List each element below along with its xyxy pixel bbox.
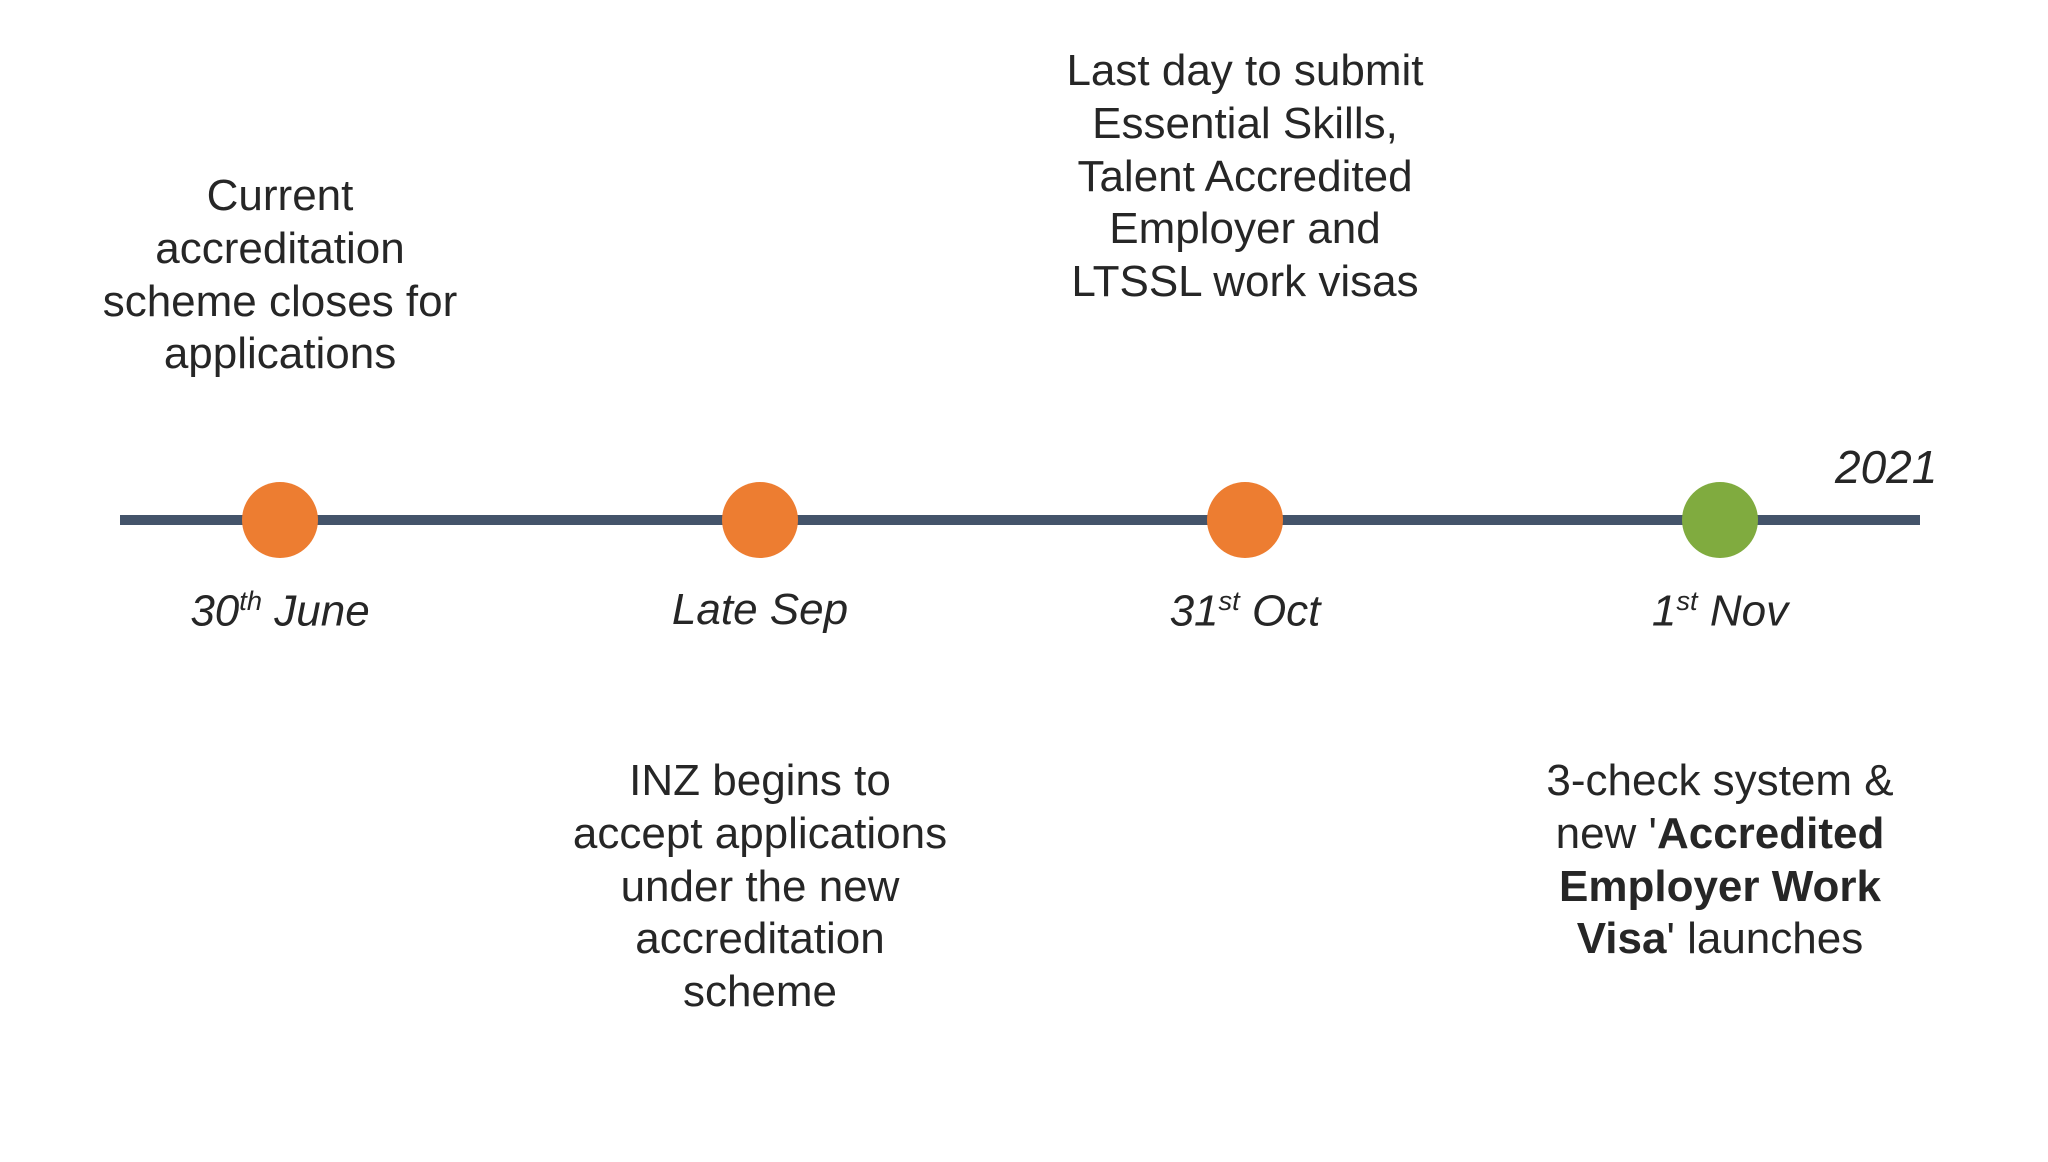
timeline-dot <box>1682 482 1758 558</box>
timeline-dot <box>722 482 798 558</box>
timeline-axis <box>120 515 1920 525</box>
timeline-year: 2021 <box>1835 440 1937 494</box>
timeline-date: Late Sep <box>560 585 960 635</box>
timeline-date: 30th June <box>80 585 480 637</box>
timeline-date: 1st Nov <box>1520 585 1920 637</box>
timeline-canvas: 2021 30th June Current accreditation sche… <box>0 0 2048 1162</box>
timeline-desc-above: Current accreditation scheme closes for … <box>80 170 480 381</box>
timeline-desc-below: INZ begins to accept applications under … <box>570 755 950 1019</box>
timeline-desc-below: 3-check system & new 'Accredited Employe… <box>1505 755 1935 966</box>
timeline-dot <box>242 482 318 558</box>
timeline-desc-above: Last day to submit Essential Skills, Tal… <box>1045 45 1445 309</box>
timeline-date: 31st Oct <box>1045 585 1445 637</box>
timeline-dot <box>1207 482 1283 558</box>
